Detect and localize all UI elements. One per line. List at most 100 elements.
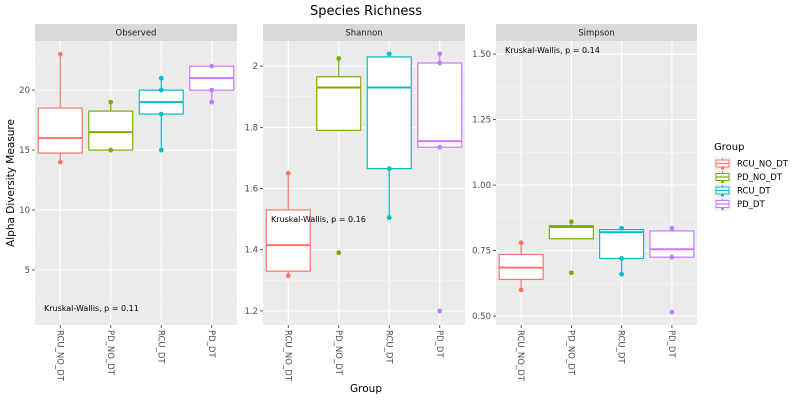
data-point [57, 159, 63, 165]
box-pd_no_dt [548, 219, 594, 276]
x-tick-label: PD_DT [666, 330, 676, 358]
y-tick-label: 1.50 [472, 50, 491, 60]
y-tick-label: 0.50 [472, 312, 491, 322]
y-tick-label: 1.4 [244, 246, 258, 256]
y-tick-label: 1.00 [472, 181, 491, 191]
legend-label: RCU_NO_DT [737, 160, 789, 170]
panel-shannon: Shannon 1.2 1.4 1.6 1.8 2 RCU_NO_DT PD_NO_DT RCU… [244, 24, 465, 382]
legend-key-point [720, 206, 725, 211]
facet-strip [263, 24, 465, 41]
outlier-point [437, 308, 443, 314]
data-point [158, 75, 164, 81]
box-iqr [649, 230, 695, 258]
y-tick-label: 5 [25, 266, 30, 276]
box-iqr [37, 107, 83, 154]
panel-background [496, 41, 697, 325]
outlier-point [669, 309, 675, 315]
x-axis-title: Group [350, 383, 382, 395]
y-tick-label: 2 [253, 62, 258, 72]
data-point [437, 51, 443, 57]
facet-strip [35, 24, 237, 41]
box-iqr [548, 225, 594, 240]
data-point [437, 144, 443, 150]
outlier-point [568, 270, 574, 276]
facet-strip-label: Observed [116, 29, 157, 39]
data-point [108, 99, 114, 105]
legend-key-point [720, 166, 725, 170]
data-point [568, 219, 574, 225]
y-tick-label: 1.25 [472, 116, 491, 126]
facet-panels: Observed 5 10 15 20 RCU_NO_DT PD_NO_DT RCU_DT PD… [19, 24, 697, 382]
box-iqr [599, 229, 645, 260]
box-iqr [366, 56, 412, 170]
data-point [437, 60, 443, 66]
panel-simpson: Simpson 0.50 0.75 1.00 1.25 1.50 RCU_NO_DT PD_N… [472, 24, 697, 382]
box-iqr [316, 76, 362, 131]
x-tick-label: PD_NO_DT [565, 330, 575, 376]
facet-strip-label: Shannon [345, 29, 382, 39]
y-tick-label: 0.75 [472, 247, 491, 257]
box-iqr [417, 62, 463, 148]
data-point [209, 87, 215, 93]
data-point [669, 254, 675, 260]
data-point [336, 56, 342, 61]
kruskal-wallis-annotation: Kruskal-Wallis, p = 0.11 [44, 304, 139, 313]
x-tick-label: PD_DT [434, 330, 444, 358]
box-pd_dt [189, 63, 235, 105]
x-tick-label: RCU_NO_DT [282, 330, 292, 382]
facet-strip-label: Simpson [578, 29, 614, 39]
box-pd_no_dt [88, 99, 134, 153]
data-point [619, 256, 625, 261]
data-point [158, 87, 164, 93]
data-point [209, 99, 215, 105]
kruskal-wallis-annotation: Kruskal-Wallis, p = 0.14 [505, 46, 600, 55]
legend-key-point [720, 193, 725, 197]
box-iqr [88, 110, 134, 151]
data-point [158, 111, 164, 117]
legend-entry-pd_dt: PD_DT [714, 197, 765, 211]
x-tick-label: RCU_NO_DT [515, 330, 525, 382]
legend-label: RCU_DT [737, 187, 771, 197]
legend-title: Group [714, 142, 744, 153]
legend-label: PD_DT [737, 200, 765, 210]
legend-entry-pd_no_dt: PD_NO_DT [714, 170, 783, 184]
data-point [386, 51, 392, 57]
box-iqr [265, 209, 311, 272]
y-tick-label: 15 [19, 146, 30, 156]
box-pd_dt [417, 51, 463, 314]
data-point [209, 63, 215, 69]
box-pd_no_dt [316, 56, 362, 256]
y-tick-label: 1.6 [244, 185, 258, 195]
y-tick-label: 20 [19, 86, 30, 96]
x-tick-label: RCU_DT [616, 330, 626, 364]
y-tick-label: 1.8 [244, 123, 258, 133]
data-point [669, 225, 675, 231]
y-axis-title: Alpha Diversity Measure [5, 119, 17, 247]
data-point [619, 271, 625, 277]
panel-observed: Observed 5 10 15 20 RCU_NO_DT PD_NO_DT RCU_DT PD… [19, 24, 237, 382]
x-tick-label: RCU_DT [383, 330, 393, 364]
legend-key-point [720, 179, 725, 184]
legend-label: PD_NO_DT [737, 173, 783, 183]
kruskal-wallis-annotation: Kruskal-Wallis, p = 0.16 [271, 215, 366, 224]
box-rcu_no_dt [498, 240, 544, 293]
x-tick-label: RCU_NO_DT [54, 330, 64, 382]
data-point [619, 225, 625, 231]
box-rcu_dt [599, 225, 645, 277]
data-point [386, 215, 392, 220]
x-tick-label: PD_NO_DT [105, 330, 115, 376]
legend-entry-rcu_dt: RCU_DT [714, 184, 771, 197]
box-pd_dt [649, 225, 695, 315]
y-tick-label: 1.2 [244, 307, 258, 317]
data-point [285, 170, 291, 176]
data-point [57, 51, 63, 57]
data-point [285, 273, 291, 279]
x-tick-label: RCU_DT [155, 330, 165, 364]
box-rcu_dt [138, 75, 184, 153]
data-point [158, 147, 164, 153]
x-tick-label: PD_DT [206, 330, 216, 358]
data-point [518, 287, 524, 293]
chart-title: Species Richness [310, 4, 422, 19]
legend: Group RCU_NO_DT PD_NO_DT RCU_DT PD_DT [714, 142, 789, 211]
